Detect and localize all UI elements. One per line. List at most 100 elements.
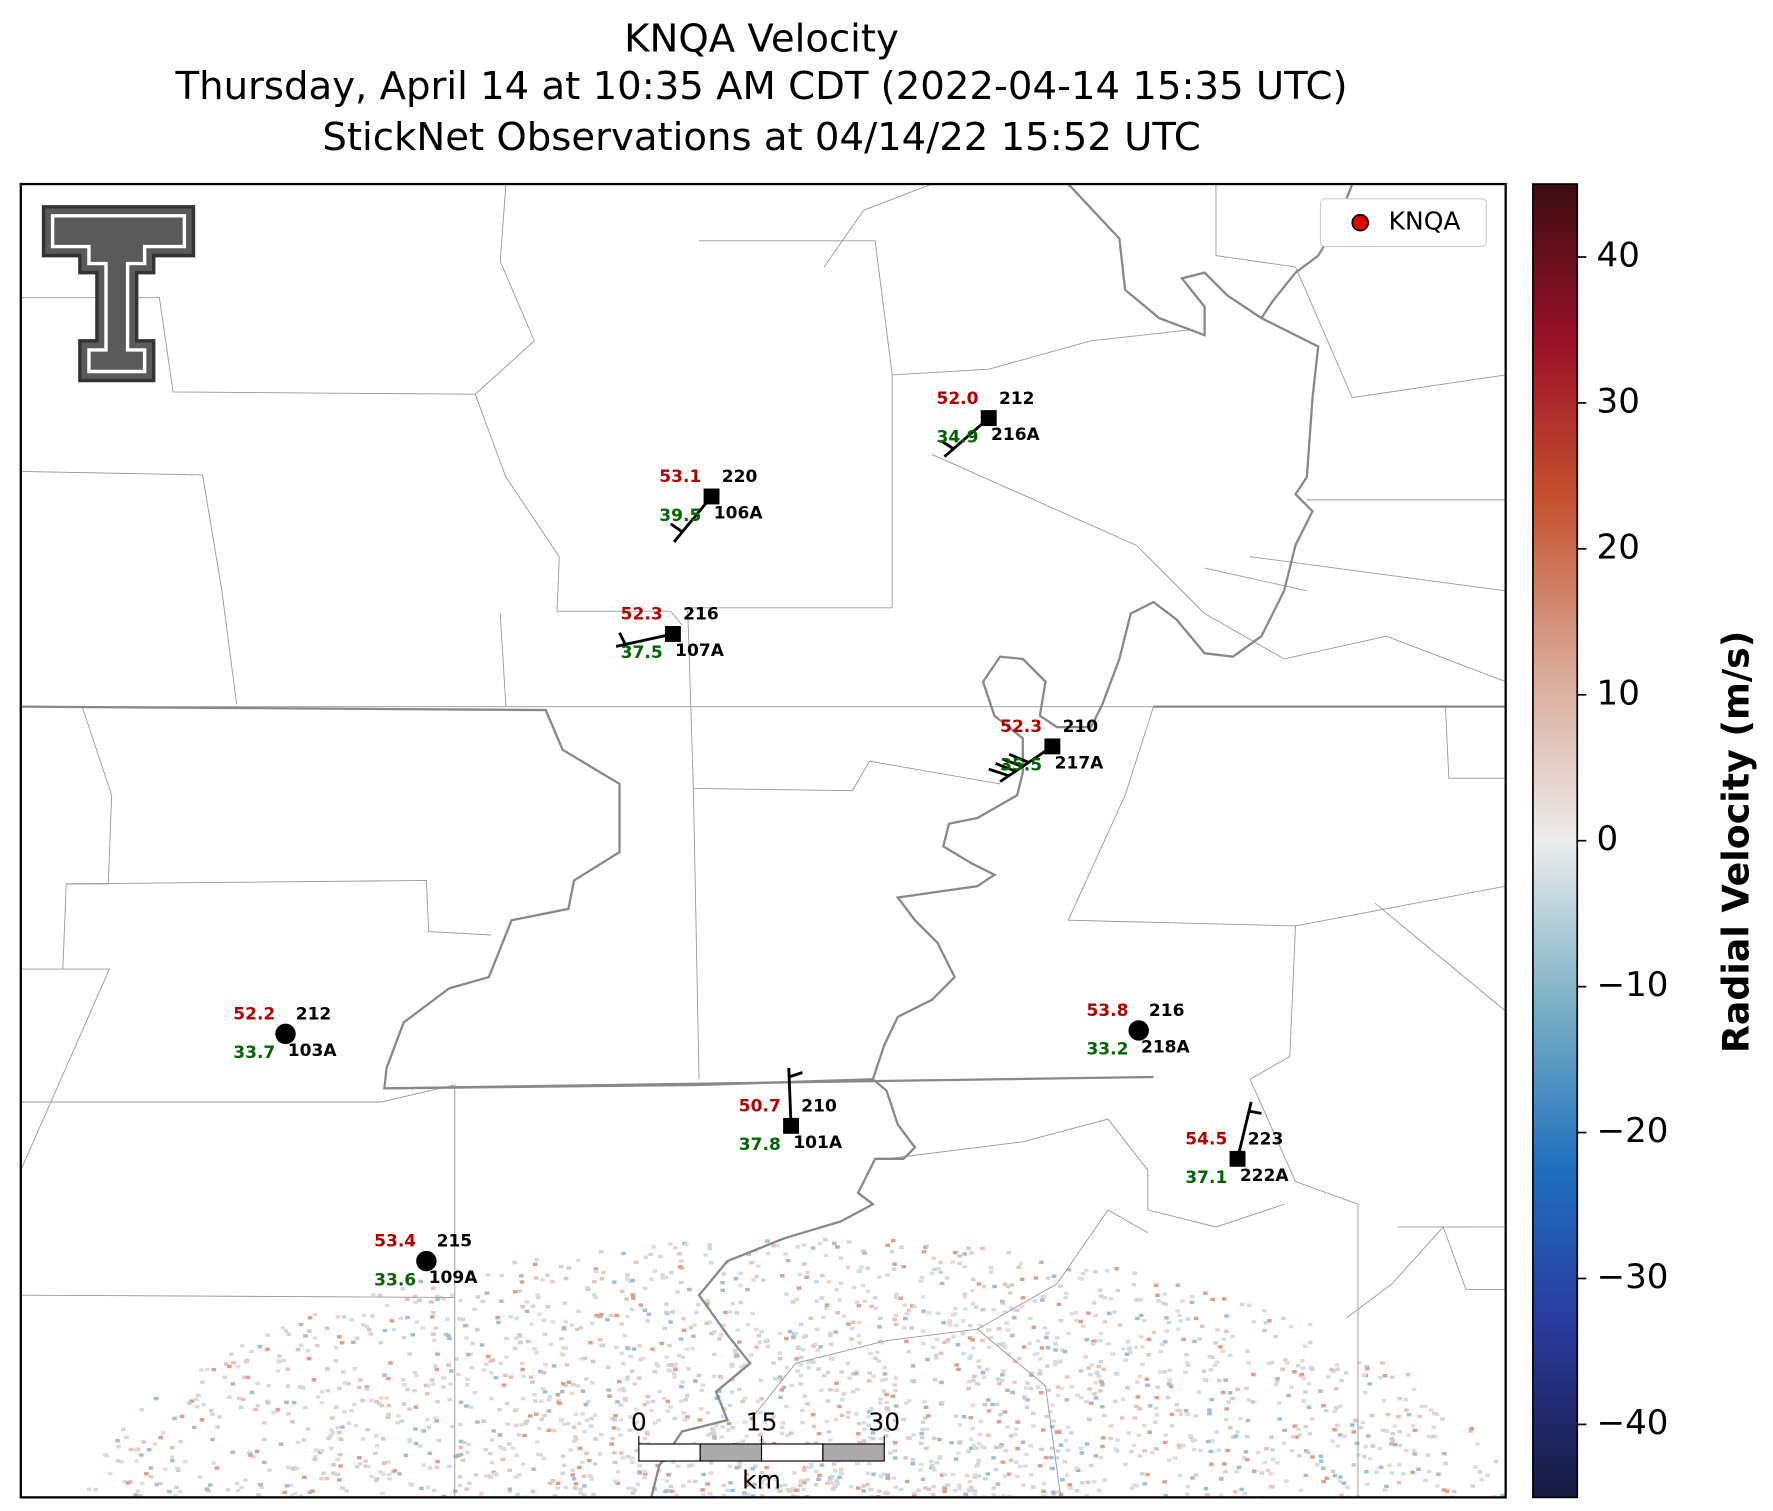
- radar-gate: [1283, 1358, 1288, 1362]
- radar-gate: [823, 1253, 829, 1258]
- radar-gate: [1373, 1503, 1378, 1506]
- radar-gate: [697, 1503, 702, 1506]
- radar-gate: [733, 1276, 739, 1281]
- radar-gate: [1028, 1386, 1034, 1391]
- radar-gate: [888, 1451, 893, 1455]
- radar-gate: [898, 1296, 904, 1300]
- radar-gate: [744, 1434, 750, 1438]
- radar-gate: [1068, 1431, 1074, 1435]
- radar-gate: [507, 1468, 512, 1472]
- radar-gate: [679, 1384, 684, 1389]
- radar-gate: [998, 1412, 1003, 1417]
- radar-gate: [311, 1378, 317, 1382]
- radar-gate: [1205, 1439, 1211, 1444]
- temperature: 53.1: [659, 467, 701, 487]
- radar-gate: [1242, 1491, 1247, 1496]
- radar-gate: [448, 1382, 453, 1386]
- radar-gate: [709, 1331, 714, 1336]
- radar-gate: [667, 1369, 673, 1373]
- radar-gate: [1132, 1416, 1138, 1420]
- radar-gate: [593, 1267, 599, 1271]
- radar-gate: [1005, 1388, 1010, 1392]
- radar-gate: [890, 1394, 896, 1398]
- radar-gate: [490, 1358, 496, 1362]
- radar-gate: [1062, 1460, 1068, 1464]
- colorbar-tick-label: 0: [1597, 819, 1619, 859]
- radar-gate: [751, 1278, 756, 1282]
- radar-gate: [1197, 1337, 1202, 1341]
- radar-gate: [754, 1345, 759, 1349]
- radar-gate: [747, 1503, 752, 1506]
- radar-gate: [540, 1278, 545, 1282]
- radar-gate: [792, 1471, 797, 1475]
- radar-gate: [412, 1370, 418, 1375]
- radar-gate: [1045, 1345, 1051, 1350]
- radar-gate: [691, 1334, 696, 1339]
- radar-gate: [985, 1398, 991, 1402]
- radar-gate: [610, 1436, 615, 1441]
- radar-gate: [846, 1410, 851, 1415]
- radar-gate: [870, 1436, 876, 1441]
- radar-gate: [1394, 1502, 1399, 1505]
- radar-gate: [1142, 1482, 1147, 1486]
- radar-gate: [703, 1253, 708, 1257]
- radar-gate: [532, 1392, 537, 1397]
- radar-gate: [814, 1299, 820, 1303]
- radar-gate: [753, 1327, 759, 1332]
- radar-gate: [960, 1319, 966, 1323]
- radar-gate: [1232, 1499, 1237, 1502]
- radar-gate: [480, 1299, 486, 1304]
- radar-gate: [358, 1378, 363, 1382]
- radar-gate: [630, 1486, 635, 1491]
- radar-gate: [1112, 1399, 1118, 1403]
- radar-gate: [957, 1483, 962, 1487]
- radar-gate: [1023, 1464, 1028, 1468]
- radar-gate: [1180, 1504, 1185, 1507]
- radar-gate: [99, 1502, 104, 1505]
- radar-gate: [738, 1271, 744, 1275]
- radar-gate: [857, 1441, 862, 1445]
- radar-gate: [1154, 1447, 1159, 1451]
- radar-gate: [1167, 1368, 1173, 1372]
- radar-gate: [717, 1337, 722, 1341]
- radar-gate: [664, 1479, 670, 1483]
- radar-gate: [708, 1471, 713, 1475]
- radar-gate: [613, 1413, 618, 1418]
- radar-gate: [285, 1367, 291, 1371]
- radar-gate: [1102, 1295, 1108, 1300]
- radar-gate: [650, 1399, 656, 1404]
- radar-gate: [1107, 1498, 1112, 1501]
- radar-gate: [932, 1267, 937, 1272]
- radar-gate: [942, 1489, 947, 1494]
- radar-gate: [631, 1296, 636, 1300]
- radar-gate: [1294, 1435, 1300, 1439]
- radar-gate: [227, 1364, 232, 1369]
- radar-gate: [396, 1414, 401, 1418]
- radar-gate: [1266, 1468, 1271, 1473]
- radar-gate: [1015, 1474, 1020, 1479]
- radar-gate: [1193, 1414, 1198, 1418]
- radar-gate: [240, 1397, 246, 1402]
- radar-gate: [931, 1468, 937, 1472]
- radar-gate: [1049, 1455, 1054, 1460]
- radar-gate: [589, 1416, 594, 1421]
- radar-gate: [699, 1388, 705, 1393]
- radar-gate: [1427, 1434, 1432, 1439]
- radar-gate: [319, 1401, 325, 1405]
- radar-gate: [326, 1436, 331, 1441]
- radar-gate: [921, 1309, 926, 1313]
- radar-gate: [583, 1402, 589, 1407]
- radar-gate: [901, 1417, 906, 1422]
- radar-gate: [638, 1441, 643, 1445]
- radar-gate: [869, 1503, 874, 1506]
- radar-gate: [997, 1381, 1002, 1386]
- radar-gate: [642, 1501, 647, 1504]
- radar-gate: [651, 1245, 657, 1249]
- radar-gate: [719, 1333, 724, 1337]
- radar-gate: [599, 1277, 605, 1281]
- radar-gate: [1049, 1425, 1055, 1429]
- radar-gate: [839, 1398, 845, 1402]
- radar-gate: [708, 1260, 714, 1265]
